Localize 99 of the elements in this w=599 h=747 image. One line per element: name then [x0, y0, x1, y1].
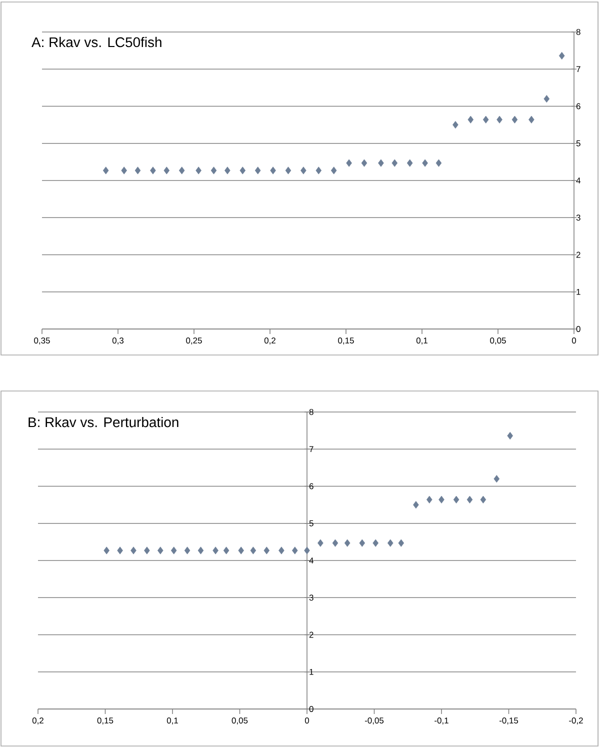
- y-tick-label: 8: [309, 409, 314, 415]
- point: [426, 496, 432, 504]
- point: [117, 546, 123, 554]
- y-tick-label: 0: [309, 706, 314, 712]
- x-tick-label: -0,15: [499, 718, 518, 725]
- y-tick-label: 8: [576, 29, 580, 35]
- point: [316, 166, 322, 174]
- point: [387, 539, 394, 547]
- point: [378, 159, 384, 167]
- x-tick-label: 0,1: [416, 338, 428, 345]
- point: [196, 166, 202, 174]
- point: [270, 166, 276, 174]
- y-tick-label: 0: [576, 326, 580, 332]
- point: [164, 166, 170, 174]
- y-tick-label: 2: [576, 252, 580, 258]
- point: [453, 496, 460, 504]
- point: [238, 546, 244, 554]
- x-tick-label: 0,05: [232, 718, 248, 725]
- point: [102, 166, 109, 174]
- point: [361, 159, 368, 167]
- point: [223, 546, 230, 554]
- y-tick-label: 6: [576, 103, 580, 110]
- point: [558, 52, 565, 60]
- point: [178, 166, 185, 174]
- x-tick-label: 0,2: [264, 338, 276, 345]
- point: [278, 546, 284, 554]
- point: [254, 166, 261, 174]
- point: [184, 546, 190, 554]
- point: [224, 166, 230, 174]
- point: [240, 166, 246, 174]
- x-tick-label: 0,25: [186, 338, 202, 345]
- point: [332, 539, 338, 547]
- point: [512, 116, 518, 124]
- point: [346, 159, 352, 167]
- x-tick-label: -0,2: [569, 718, 583, 725]
- y-tick-label: 3: [576, 214, 580, 221]
- y-tick-label: 1: [576, 288, 580, 295]
- y-tick-label: 2: [309, 632, 314, 638]
- chart-title: B: Rkav vs. Perturbation: [28, 416, 178, 428]
- point: [285, 166, 292, 174]
- y-tick-label: 1: [310, 668, 314, 675]
- x-tick-label: 0: [304, 718, 310, 724]
- point: [210, 166, 217, 174]
- point: [494, 475, 500, 483]
- point: [392, 159, 398, 167]
- point: [466, 496, 473, 504]
- x-tick-label: 0,05: [490, 338, 506, 345]
- point: [436, 159, 442, 167]
- y-tick-label: 4: [309, 558, 314, 564]
- point: [496, 116, 502, 124]
- point: [398, 539, 404, 547]
- point: [422, 159, 428, 167]
- point: [330, 166, 337, 174]
- y-tick-label: 4: [576, 178, 580, 184]
- y-tick-label: 6: [309, 483, 314, 490]
- y-tick-label: 3: [309, 594, 314, 601]
- point: [170, 546, 177, 554]
- chart-title: A: Rkav vs. LC50fish: [32, 36, 162, 48]
- point: [134, 166, 141, 174]
- point: [413, 501, 419, 509]
- point: [130, 546, 136, 554]
- point: [528, 116, 534, 124]
- point: [150, 166, 156, 174]
- x-tick-label: 0,15: [338, 338, 354, 345]
- point: [144, 546, 150, 554]
- point: [250, 546, 256, 554]
- x-tick-label: 0: [572, 338, 576, 344]
- x-tick-label: 0,35: [34, 338, 50, 345]
- x-tick-label: -0,1: [434, 718, 448, 725]
- point: [452, 121, 458, 129]
- point: [480, 496, 486, 504]
- y-tick-label: 7: [576, 66, 580, 72]
- point: [212, 546, 218, 554]
- point: [304, 546, 310, 554]
- y-tick-label: 7: [309, 446, 314, 452]
- point: [406, 159, 413, 167]
- x-tick-label: 0,15: [97, 718, 114, 725]
- x-tick-label: -0,05: [364, 718, 384, 725]
- point: [482, 116, 489, 124]
- point: [198, 546, 204, 554]
- point: [292, 546, 298, 554]
- point: [372, 539, 378, 547]
- x-tick-label: 0,1: [166, 718, 178, 725]
- point: [300, 166, 306, 174]
- point: [318, 539, 324, 547]
- point: [344, 539, 350, 547]
- y-tick-label: 5: [576, 140, 580, 146]
- x-tick-label: 0,2: [32, 718, 44, 725]
- point: [468, 116, 474, 124]
- point: [121, 166, 127, 174]
- x-tick-label: 0,3: [112, 338, 124, 345]
- point: [264, 546, 270, 554]
- point: [438, 496, 444, 504]
- point: [544, 95, 550, 103]
- point: [507, 432, 513, 440]
- y-tick-label: 5: [309, 520, 314, 526]
- point: [157, 546, 164, 554]
- point: [359, 539, 366, 547]
- point: [104, 546, 110, 554]
